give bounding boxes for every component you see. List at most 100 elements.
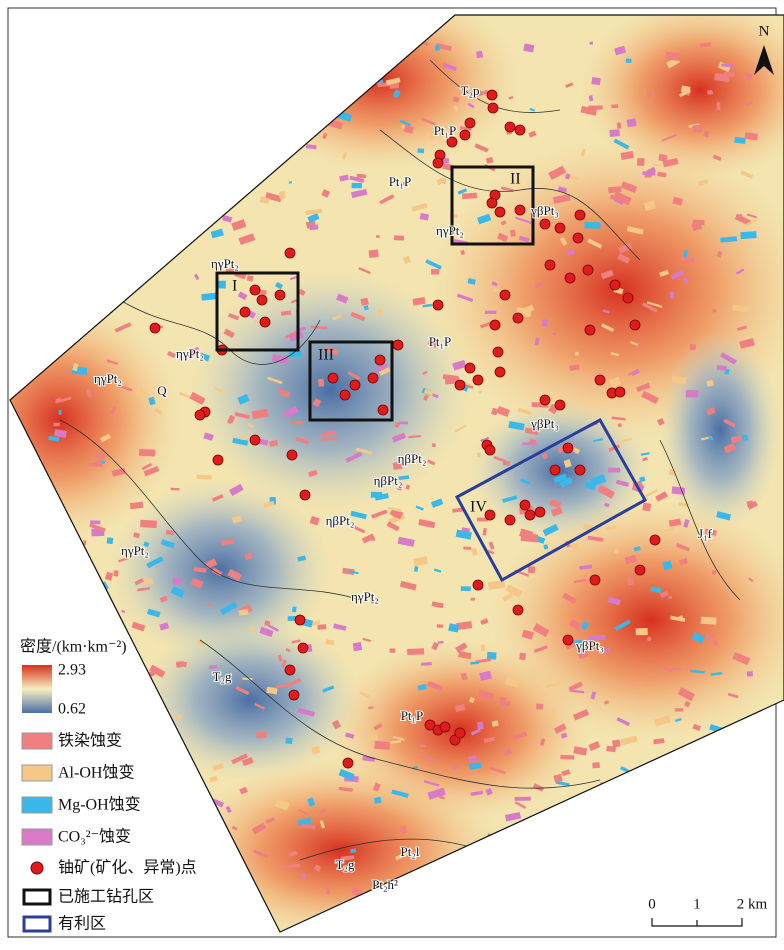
alteration-patch [84, 185, 90, 191]
alteration-patch [94, 232, 107, 242]
alteration-patch [130, 782, 146, 788]
alteration-patch [458, 651, 472, 660]
alteration-patch [502, 495, 518, 503]
alteration-patch [170, 586, 185, 598]
alteration-patch [741, 434, 749, 442]
alteration-patch [134, 819, 146, 826]
alteration-patch [372, 782, 381, 792]
alteration-patch [338, 786, 354, 792]
alteration-patch [95, 451, 106, 460]
map-label: ηγPt₂ [94, 371, 122, 386]
alteration-patch [399, 580, 417, 591]
alteration-patch [111, 467, 126, 477]
alteration-patch [665, 779, 683, 788]
alteration-patch [307, 212, 320, 224]
alteration-patch [514, 801, 527, 809]
alteration-patch [649, 819, 665, 829]
alteration-patch [716, 250, 723, 258]
alteration-patch [113, 127, 127, 135]
alteration-patch [619, 766, 630, 773]
alteration-patch [419, 898, 430, 907]
map-label: T₂g [336, 857, 355, 872]
alteration-patch [90, 520, 101, 525]
map-label: γβPt₃ [530, 203, 559, 218]
alteration-patch [592, 762, 600, 769]
alteration-patch [298, 809, 309, 816]
alteration-patch [190, 577, 204, 589]
uranium-point [574, 209, 586, 221]
alteration-patch [295, 436, 310, 445]
alteration-patch [38, 496, 50, 506]
alteration-patch [417, 683, 427, 691]
uranium-point [486, 89, 498, 101]
alteration-patch [139, 386, 143, 394]
alteration-patch [716, 365, 727, 371]
uranium-point [288, 689, 300, 701]
alteration-patch [732, 304, 749, 313]
alteration-patch [97, 153, 107, 164]
alteration-patch [351, 182, 362, 189]
alteration-patch [96, 459, 103, 467]
map-label: T₂p [461, 83, 480, 98]
alteration-patch [589, 474, 607, 487]
uranium-point [472, 579, 484, 591]
alteration-patch [244, 552, 254, 561]
alteration-patch [457, 188, 468, 195]
alteration-patch [288, 181, 292, 184]
legend: 密度/(km·km⁻²) 2.93 0.62 铁染蚀变 Al-OH蚀变 Mg-O… [20, 638, 197, 933]
alteration-patch [739, 338, 755, 349]
uranium-point [284, 664, 296, 676]
alteration-patch [392, 867, 397, 872]
alteration-patch [368, 705, 374, 710]
alteration-patch [57, 281, 67, 285]
alteration-patch [342, 567, 355, 575]
legend-item: 铁染蚀变 [58, 732, 122, 750]
alteration-patch [607, 467, 621, 473]
alteration-patch [63, 567, 80, 579]
alteration-patch [95, 96, 103, 102]
alteration-patch [48, 435, 60, 442]
alteration-patch [99, 433, 112, 443]
alteration-patch [521, 629, 534, 640]
alteration-patch [242, 896, 255, 906]
alteration-patch [277, 654, 283, 662]
alteration-patch [706, 380, 714, 387]
alteration-patch [689, 343, 696, 351]
alteration-patch [692, 723, 702, 731]
alteration-patch [488, 766, 506, 775]
alteration-patch [301, 89, 310, 98]
alteration-patch [470, 790, 484, 796]
alteration-patch [89, 523, 106, 532]
alteration-patch [58, 410, 62, 415]
uranium-point [459, 129, 471, 141]
uranium-point [454, 727, 466, 739]
alteration-patch [534, 337, 540, 346]
legend-item: 已施工钻孔区 [58, 888, 154, 906]
alteration-patch [542, 523, 559, 537]
alteration-patch [520, 478, 531, 485]
alteration-patch [142, 697, 148, 704]
alteration-patch [502, 748, 513, 757]
alteration-patch [611, 813, 622, 821]
alteration-patch [358, 267, 371, 275]
alteration-patch [545, 883, 561, 888]
uranium-point [539, 218, 551, 230]
alteration-patch [108, 209, 114, 213]
alteration-patch [56, 154, 62, 160]
alteration-patch [319, 809, 327, 814]
alteration-patch [584, 481, 596, 491]
alteration-patch [543, 544, 549, 550]
alteration-patch [569, 619, 583, 631]
alteration-patch [717, 61, 731, 73]
alteration-patch [734, 136, 746, 144]
alteration-patch [541, 452, 549, 460]
alteration-patch [683, 277, 689, 284]
alteration-patch [522, 442, 537, 446]
alteration-patch [612, 191, 632, 206]
uranium-point [286, 449, 298, 461]
alteration-patch [239, 106, 248, 115]
alteration-patch [747, 500, 758, 510]
alteration-patch [193, 273, 200, 281]
alteration-patch [675, 542, 690, 552]
alteration-patch [229, 483, 244, 497]
